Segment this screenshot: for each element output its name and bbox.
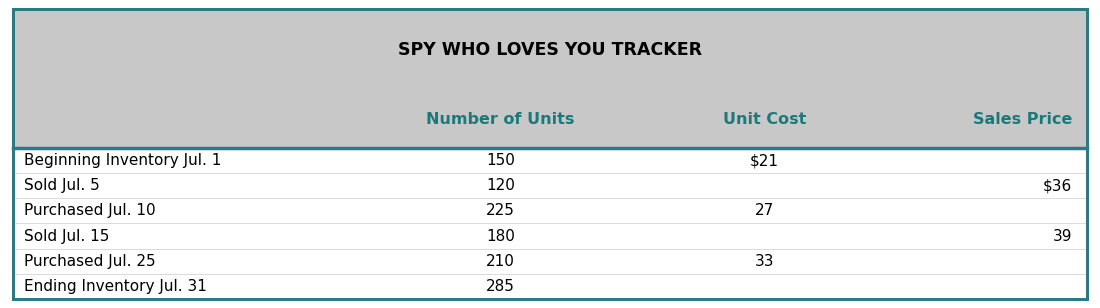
Text: Sold Jul. 5: Sold Jul. 5: [24, 178, 100, 193]
Bar: [13, 9, 1087, 148]
Text: Purchased Jul. 25: Purchased Jul. 25: [24, 253, 156, 269]
Text: $21: $21: [750, 153, 779, 168]
Text: 225: 225: [486, 204, 515, 218]
Text: SPY WHO LOVES YOU TRACKER: SPY WHO LOVES YOU TRACKER: [398, 42, 702, 59]
Text: Purchased Jul. 10: Purchased Jul. 10: [24, 204, 156, 218]
Text: Unit Cost: Unit Cost: [723, 112, 806, 128]
Text: 120: 120: [486, 178, 515, 193]
Text: 210: 210: [486, 253, 515, 269]
Text: Ending Inventory Jul. 31: Ending Inventory Jul. 31: [24, 279, 207, 294]
Text: 285: 285: [486, 279, 515, 294]
Text: 180: 180: [486, 229, 515, 244]
Text: 39: 39: [1053, 229, 1072, 244]
Text: Number of Units: Number of Units: [427, 112, 574, 128]
Text: 27: 27: [755, 204, 774, 218]
Text: Sold Jul. 15: Sold Jul. 15: [24, 229, 110, 244]
Text: 150: 150: [486, 153, 515, 168]
Text: Beginning Inventory Jul. 1: Beginning Inventory Jul. 1: [24, 153, 221, 168]
Bar: [13, 148, 1087, 299]
Text: $36: $36: [1043, 178, 1072, 193]
Text: Sales Price: Sales Price: [974, 112, 1072, 128]
Text: 33: 33: [755, 253, 774, 269]
